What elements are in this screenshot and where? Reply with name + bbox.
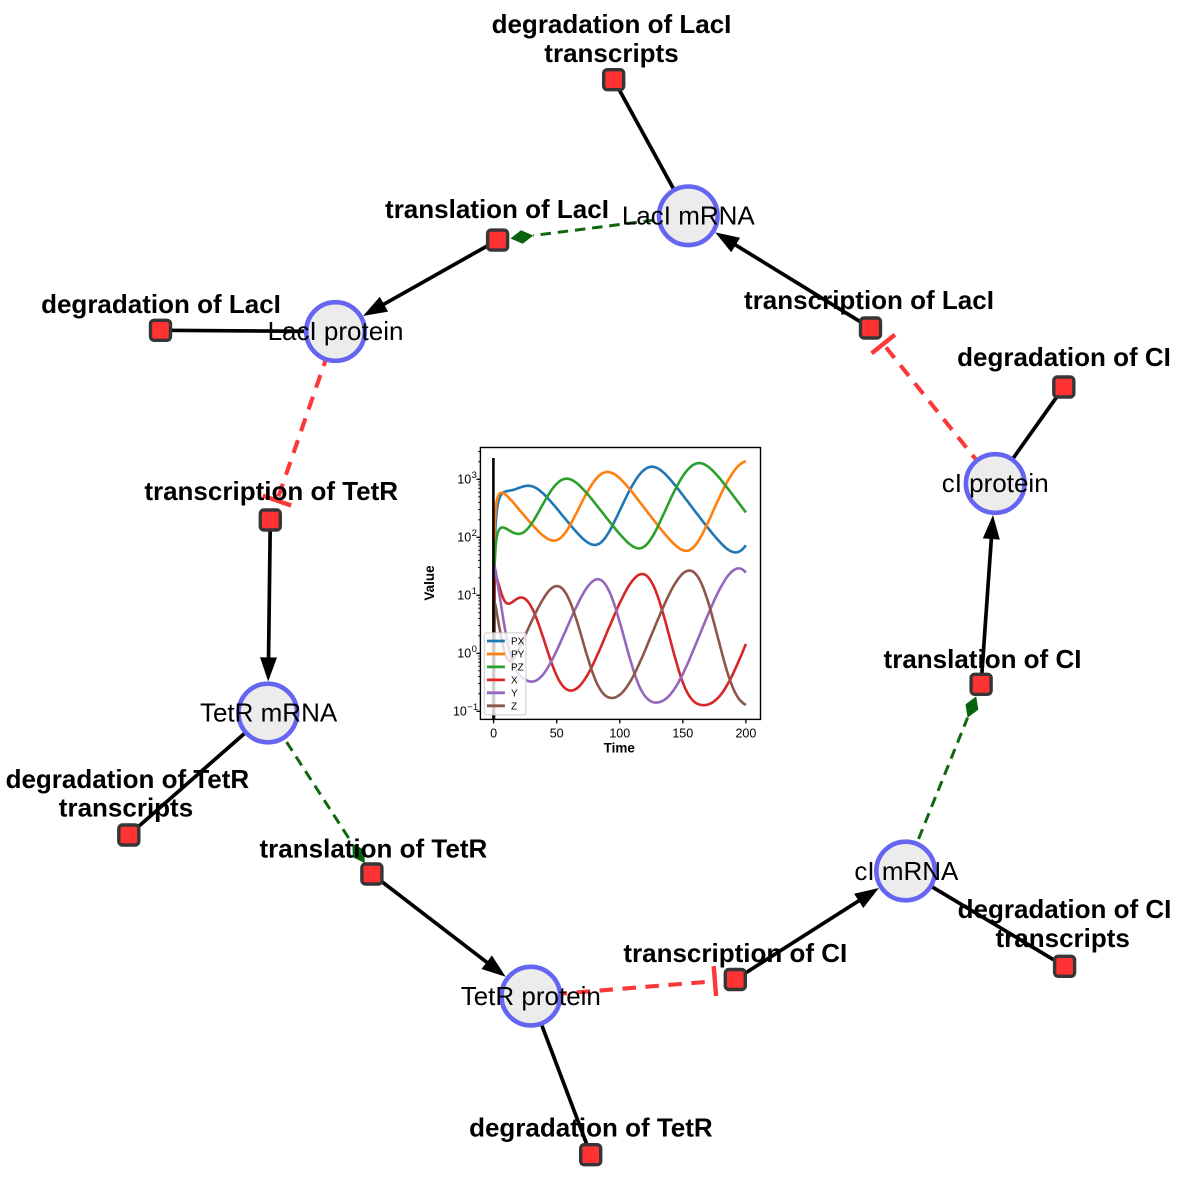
svg-text:2: 2 [472,528,477,539]
svg-text:10: 10 [453,705,467,719]
svg-text:1: 1 [472,586,477,597]
svg-text:100: 100 [609,727,630,741]
svg-text:−1: −1 [467,702,478,713]
svg-text:cI protein: cI protein [942,468,1049,498]
svg-text:0: 0 [472,644,477,655]
svg-text:10: 10 [457,473,471,487]
svg-text:Y: Y [511,688,518,699]
svg-text:50: 50 [550,727,564,741]
svg-text:PY: PY [511,650,525,661]
svg-text:10: 10 [457,647,471,661]
svg-text:translation of TetR: translation of TetR [260,834,488,864]
svg-text:degradation of LacI: degradation of LacI [492,9,732,39]
svg-text:200: 200 [735,727,756,741]
svg-text:Z: Z [511,701,517,712]
svg-text:0: 0 [490,727,497,741]
svg-text:X: X [511,675,518,686]
svg-text:degradation of TetR: degradation of TetR [469,1112,713,1142]
svg-text:PX: PX [511,637,525,648]
svg-text:transcripts: transcripts [544,38,678,68]
svg-text:transcripts: transcripts [59,793,193,823]
svg-text:translation of LacI: translation of LacI [385,194,609,224]
svg-text:transcription of CI: transcription of CI [623,938,847,968]
svg-text:TetR mRNA: TetR mRNA [200,698,338,728]
svg-text:10: 10 [457,589,471,603]
svg-text:150: 150 [672,727,693,741]
svg-text:transcription of TetR: transcription of TetR [144,476,398,506]
svg-text:TetR protein: TetR protein [461,981,601,1011]
svg-text:10: 10 [457,531,471,545]
svg-text:cI mRNA: cI mRNA [854,856,959,886]
svg-text:Time: Time [604,741,636,756]
svg-text:degradation of TetR: degradation of TetR [6,764,250,794]
svg-text:degradation of LacI: degradation of LacI [41,289,281,319]
svg-text:3: 3 [472,470,477,481]
svg-text:Value: Value [422,565,437,601]
svg-text:LacI protein: LacI protein [268,316,404,346]
svg-text:translation of CI: translation of CI [884,644,1082,674]
svg-text:degradation of CI: degradation of CI [957,342,1171,372]
svg-text:transcription of LacI: transcription of LacI [744,285,994,315]
svg-text:transcripts: transcripts [996,923,1130,953]
svg-text:LacI mRNA: LacI mRNA [622,201,756,231]
svg-text:PZ: PZ [511,662,524,673]
svg-text:degradation of CI: degradation of CI [958,894,1172,924]
